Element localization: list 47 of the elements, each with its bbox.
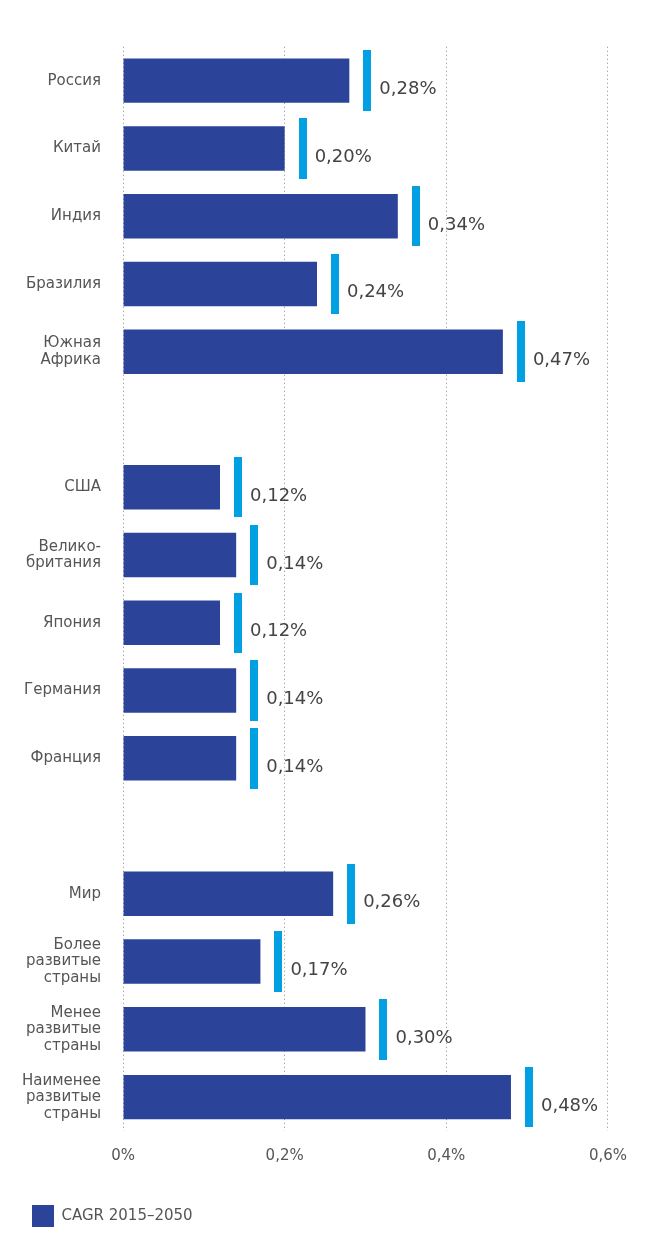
data-label: 0,47% bbox=[532, 348, 591, 370]
y-tick-label: Наименее развитые страны bbox=[22, 1070, 102, 1122]
data-label: 0,34% bbox=[427, 212, 485, 234]
data-label: 0,14% bbox=[266, 687, 324, 709]
data-label: 0,24% bbox=[347, 280, 405, 302]
bar bbox=[123, 1074, 511, 1120]
data-label: 0,20% bbox=[314, 144, 372, 166]
data-label: 0,28% bbox=[379, 77, 437, 99]
bar bbox=[123, 1007, 366, 1052]
bar bbox=[123, 126, 285, 171]
data-label: 0,30% bbox=[395, 1025, 453, 1047]
y-tick-label: Более развитые страны bbox=[25, 934, 102, 986]
bar bbox=[123, 600, 221, 645]
data-label: 0,14% bbox=[266, 754, 324, 776]
data-label: 0,17% bbox=[290, 958, 348, 980]
y-tick-label: Бразилия bbox=[25, 273, 102, 292]
y-tick-label: Южная Африка bbox=[40, 333, 102, 368]
legend-label: CAGR 2015–2050 bbox=[61, 1205, 193, 1224]
data-label: 0,12% bbox=[250, 483, 308, 505]
y-tick-label: Индия bbox=[50, 206, 102, 225]
bar bbox=[123, 871, 334, 917]
bar bbox=[123, 261, 317, 307]
y-tick-label: США bbox=[64, 477, 102, 496]
bar bbox=[123, 329, 503, 374]
y-tick-label: Япония bbox=[43, 612, 102, 631]
data-label: 0,26% bbox=[363, 890, 421, 912]
data-label: 0,14% bbox=[266, 551, 324, 573]
x-tick-label: 0,2% bbox=[265, 1145, 304, 1164]
x-tick-label: 0,4% bbox=[427, 1145, 466, 1164]
data-label: 0,12% bbox=[250, 619, 308, 641]
x-tick-label: 0% bbox=[111, 1145, 135, 1164]
y-tick-label: Китай bbox=[52, 138, 102, 157]
y-tick-label: Франция bbox=[30, 748, 102, 767]
data-label: 0,48% bbox=[540, 1093, 599, 1115]
bar bbox=[123, 668, 237, 713]
bar bbox=[123, 736, 237, 781]
y-tick-label: Германия bbox=[24, 680, 102, 699]
x-tick-label: 0,6% bbox=[588, 1145, 627, 1164]
y-tick-label: Менее развитые страны bbox=[25, 1002, 102, 1054]
y-tick-label: Мир bbox=[68, 883, 102, 902]
bar bbox=[123, 465, 221, 510]
bar bbox=[123, 532, 237, 578]
bar bbox=[123, 939, 261, 984]
bar bbox=[123, 193, 398, 239]
y-tick-label: Велико-британия bbox=[26, 536, 102, 572]
y-tick-label: Россия bbox=[47, 70, 102, 89]
bar bbox=[123, 58, 350, 103]
